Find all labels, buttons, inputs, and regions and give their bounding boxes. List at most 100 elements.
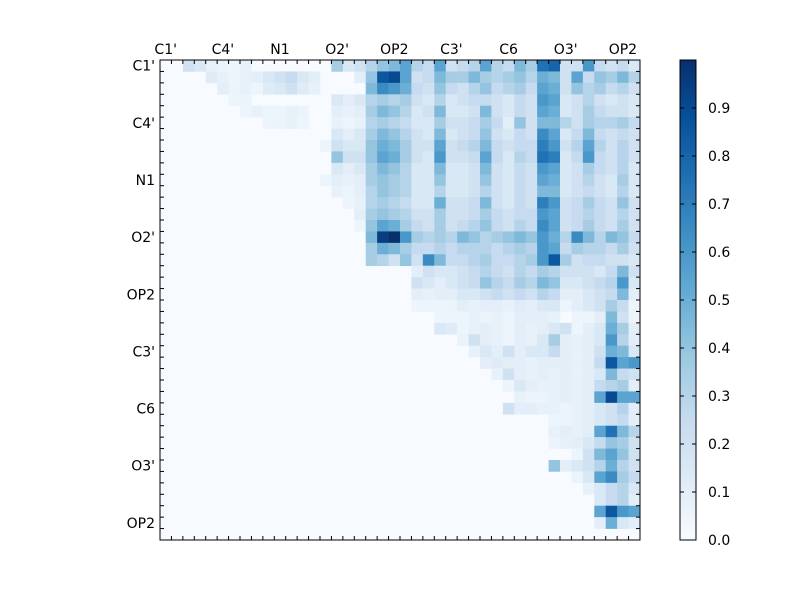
heatmap-cell: [400, 60, 412, 72]
heatmap-cell: [502, 162, 515, 175]
heatmap-cell: [582, 117, 595, 129]
heatmap-cell: [582, 402, 595, 415]
heatmap-cell: [411, 128, 424, 141]
heatmap-cell: [514, 220, 527, 232]
heatmap-cell: [605, 517, 618, 529]
heatmap-cell: [605, 402, 618, 415]
heatmap-cell: [320, 140, 332, 152]
heatmap-cell: [525, 311, 538, 324]
heatmap-cell: [491, 140, 504, 152]
heatmap-cell: [582, 140, 595, 152]
heatmap-cell: [582, 174, 595, 187]
heatmap-cell: [617, 517, 629, 529]
heatmap-cell: [525, 265, 538, 278]
heatmap-cell: [400, 105, 412, 118]
heatmap-cell: [525, 82, 538, 95]
heatmap-cell: [548, 425, 561, 438]
heatmap-cell: [548, 380, 561, 392]
heatmap-cell: [582, 311, 595, 324]
heatmap-cell: [605, 117, 618, 129]
heatmap-cell: [560, 288, 572, 301]
heatmap-cell: [457, 185, 469, 198]
heatmap-cell: [320, 174, 332, 187]
heatmap-cell: [582, 71, 595, 84]
heatmap-cell: [480, 300, 492, 312]
heatmap-cell: [274, 117, 287, 129]
heatmap-cell: [365, 242, 378, 255]
heatmap-cell: [548, 368, 561, 381]
heatmap-cell: [388, 105, 401, 118]
heatmap-cell: [617, 471, 629, 484]
heatmap-cell: [457, 208, 469, 221]
heatmap-cell: [377, 140, 389, 152]
heatmap-cell: [411, 208, 424, 221]
heatmap-cell: [411, 265, 424, 278]
heatmap-cell: [525, 334, 538, 347]
heatmap-cell: [514, 185, 527, 198]
heatmap-cell: [617, 380, 629, 392]
x-tick-labels: C1' C4' N1 O2' OP2 C3' C6 O3' OP2: [154, 42, 637, 58]
y-tick-label: C6: [136, 402, 155, 418]
heatmap-cell: [525, 105, 538, 118]
heatmap-cell: [331, 140, 344, 152]
heatmap-cell: [434, 322, 447, 335]
heatmap-cell: [445, 231, 458, 244]
heatmap-cell: [605, 242, 618, 255]
x-tick-label: N1: [270, 42, 289, 58]
heatmap-cell: [560, 322, 572, 335]
heatmap-cell: [422, 105, 435, 118]
heatmap-cell: [582, 471, 595, 484]
heatmap-cell: [491, 345, 504, 358]
heatmap-cell: [514, 117, 527, 129]
heatmap-cell: [491, 185, 504, 198]
heatmap-cell: [617, 300, 629, 312]
heatmap-cell: [411, 242, 424, 255]
heatmap-cell: [594, 140, 607, 152]
heatmap-cell: [400, 185, 412, 198]
heatmap-cell: [628, 517, 641, 529]
heatmap-cell: [605, 380, 618, 392]
heatmap-cell: [422, 300, 435, 312]
y-tick-label: O2': [131, 230, 155, 246]
heatmap-cell: [434, 242, 447, 255]
heatmap-cell: [468, 105, 481, 118]
heatmap-cell: [594, 117, 607, 129]
heatmap-cell: [594, 402, 607, 415]
heatmap-cell: [582, 197, 595, 209]
heatmap-cell: [628, 414, 641, 427]
heatmap-cell: [537, 265, 549, 278]
heatmap-cell: [605, 322, 618, 335]
heatmap-cell: [468, 208, 481, 221]
heatmap-cell: [331, 174, 344, 187]
heatmap-cell: [411, 231, 424, 244]
heatmap-cell: [594, 128, 607, 141]
heatmap-cell: [491, 277, 504, 289]
heatmap-cell: [514, 277, 527, 289]
heatmap-cell: [617, 105, 629, 118]
heatmap-cell: [388, 128, 401, 141]
heatmap-cell: [594, 288, 607, 301]
heatmap-cell: [502, 174, 515, 187]
heatmap-cell: [548, 185, 561, 198]
heatmap-cell: [422, 208, 435, 221]
heatmap-cell: [480, 197, 492, 209]
heatmap-cell: [285, 117, 298, 129]
heatmap-cell: [617, 197, 629, 209]
heatmap-cell: [434, 128, 447, 141]
heatmap-cell: [491, 288, 504, 301]
heatmap-cell: [480, 265, 492, 278]
y-tick-label: OP2: [127, 516, 155, 532]
heatmap-cell: [628, 471, 641, 484]
heatmap-cell: [491, 265, 504, 278]
heatmap-cell: [331, 185, 344, 198]
heatmap-cell: [617, 185, 629, 198]
heatmap-cell: [491, 368, 504, 381]
heatmap-cell: [251, 105, 264, 118]
heatmap-cell: [537, 311, 549, 324]
heatmap-cell: [422, 128, 435, 141]
heatmap-cell: [400, 208, 412, 221]
heatmap-cell: [445, 94, 458, 107]
heatmap-cell: [422, 117, 435, 129]
heatmap-cell: [594, 151, 607, 164]
